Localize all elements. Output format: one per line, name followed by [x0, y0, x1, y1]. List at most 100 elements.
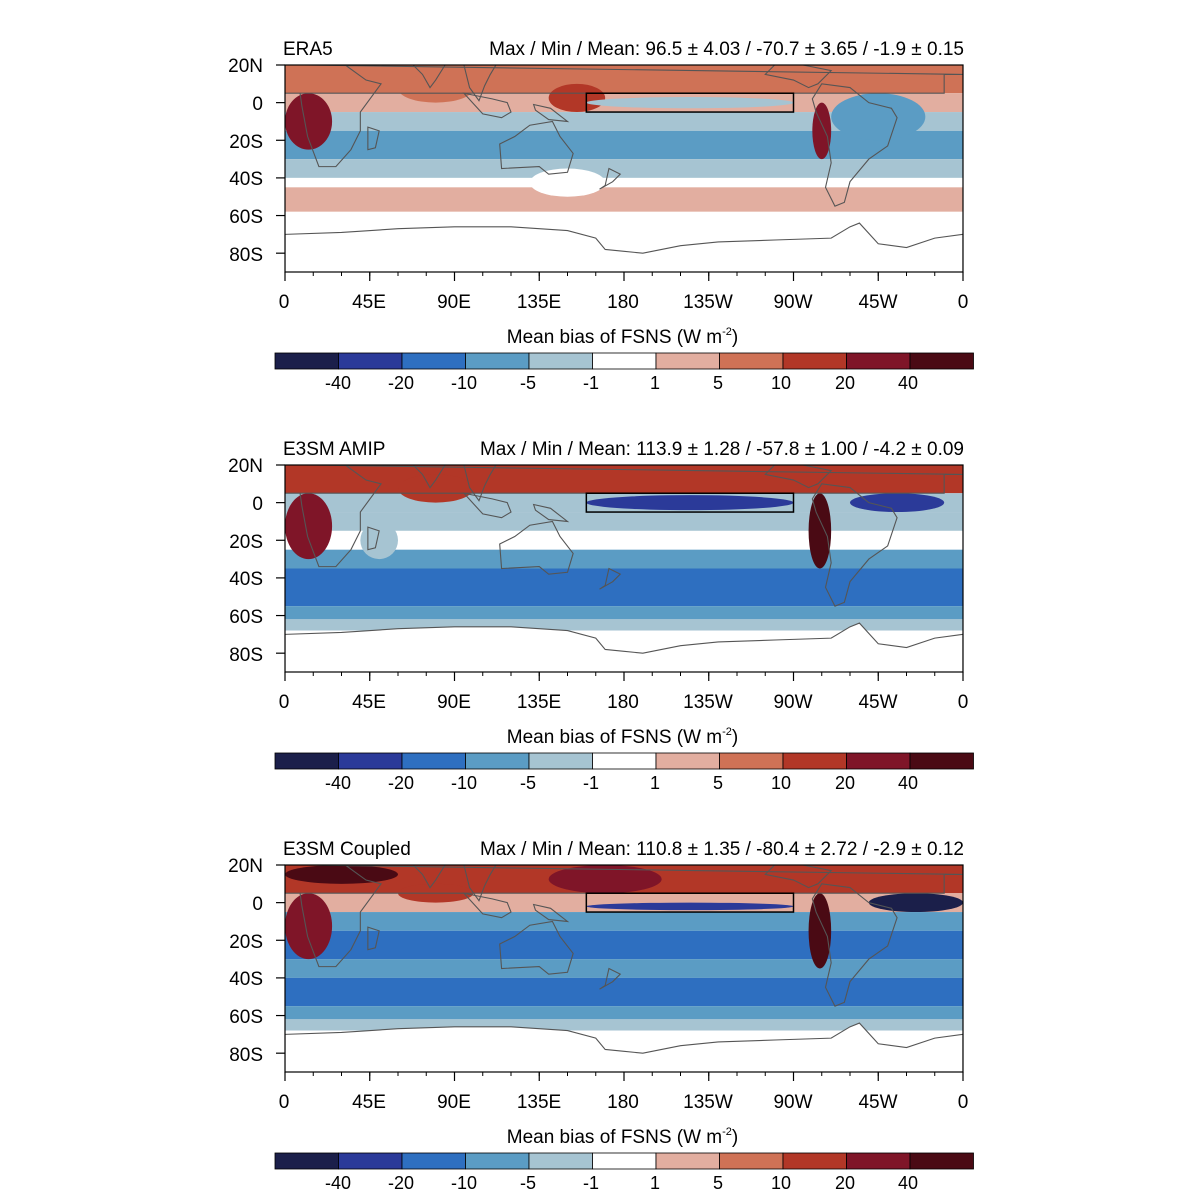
- bias-feature: [360, 521, 398, 560]
- colorbar-swatch: [909, 1152, 974, 1170]
- coastline-india: [412, 865, 446, 889]
- xtick-label: 90E: [437, 1092, 471, 1113]
- bias-band: [285, 530, 963, 550]
- bias-band: [285, 1006, 963, 1020]
- coastline-newzealand: [599, 967, 622, 990]
- bias-feature: [285, 893, 333, 960]
- bias-band: [285, 159, 963, 178]
- coastline-america_c: [764, 865, 833, 889]
- coastline-newguinea: [532, 503, 570, 523]
- xtick-label: 135W: [683, 292, 733, 313]
- xtick-label: 135W: [683, 1092, 733, 1113]
- bias-band: [285, 177, 963, 188]
- colorbar-swatch: [528, 352, 593, 370]
- coastline-antarctica: [285, 222, 963, 272]
- xtick-label: 135E: [516, 292, 562, 313]
- colorbar-label: 40: [897, 373, 919, 393]
- coastline-africa: [285, 865, 963, 968]
- colorbar-swatch: [528, 1152, 593, 1170]
- xtick-label: 0: [278, 692, 290, 713]
- colorbar-label: -1: [582, 1173, 599, 1193]
- panel-title: E3SM AMIP: [283, 439, 386, 460]
- xtick-label: 45E: [352, 1092, 386, 1113]
- colorbar-swatch: [592, 1152, 657, 1170]
- bias-feature: [586, 495, 794, 511]
- map-field: [285, 465, 963, 672]
- region-box: [585, 892, 795, 913]
- map-panel-e3sm-amip: E3SM AMIP Max / Min / Mean: 113.9 ± 1.28…: [0, 400, 1200, 800]
- colorbar-label: 1: [649, 1173, 660, 1193]
- map-svg-era5: [274, 64, 974, 370]
- xtick-label: 180: [607, 692, 639, 713]
- coastline-america_s: [811, 83, 898, 207]
- xtick-label: 45W: [858, 292, 898, 313]
- colorbar-label: 5: [712, 373, 723, 393]
- colorbar-swatch: [909, 352, 974, 370]
- bias-band: [285, 606, 963, 620]
- colorbar-swatch: [782, 752, 847, 770]
- colorbar-label: -20: [387, 1173, 414, 1193]
- coastline-america_c: [764, 65, 833, 89]
- colorbar-swatch: [274, 352, 339, 370]
- bias-band: [285, 977, 963, 1007]
- coastline-newzealand: [599, 167, 622, 190]
- coastline-seasia: [463, 865, 497, 902]
- colorbar-label: -1: [582, 773, 599, 793]
- ytick-label: 20S: [229, 132, 263, 153]
- coastline-australia: [499, 520, 574, 575]
- colorbar-label: -10: [450, 1173, 477, 1193]
- bias-feature: [850, 493, 945, 513]
- colorbar-swatch: [592, 752, 657, 770]
- antarctica-mask: [285, 223, 963, 272]
- map-field: [285, 865, 963, 1072]
- colorbar-swatch: [592, 352, 657, 370]
- xtick-label: 135E: [516, 692, 562, 713]
- coastline-india: [412, 465, 446, 489]
- colorbar-swatch: [401, 752, 466, 770]
- xtick-label: 135W: [683, 692, 733, 713]
- bias-band: [285, 568, 963, 607]
- colorbar-label: 5: [712, 773, 723, 793]
- ytick-label: 80S: [229, 245, 263, 266]
- ytick-label: 0: [252, 494, 263, 515]
- region-box: [585, 92, 795, 113]
- stats-label: Max / Min / Mean: 110.8 ± 1.35 / -80.4 ±…: [479, 839, 964, 860]
- bias-feature: [548, 865, 662, 894]
- bias-feature: [808, 493, 832, 569]
- stats-label: Max / Min / Mean: 113.9 ± 1.28 / -57.8 ±…: [479, 439, 964, 460]
- colorbar-swatch: [338, 1152, 403, 1170]
- colorbar-label: -40: [324, 1173, 351, 1193]
- bias-feature: [808, 893, 832, 969]
- map-panel-e3sm-coupled: E3SM Coupled Max / Min / Mean: 110.8 ± 1…: [0, 800, 1200, 1200]
- colorbar-swatch: [655, 752, 720, 770]
- colorbar-label: 40: [897, 773, 919, 793]
- colorbar-label: 10: [770, 373, 792, 393]
- panel-title: E3SM Coupled: [283, 839, 411, 860]
- xtick-label: 45W: [858, 692, 898, 713]
- panel-title: ERA5: [283, 39, 333, 60]
- colorbar-label: 5: [712, 1173, 723, 1193]
- coastline-seasia: [463, 465, 497, 502]
- colorbar-label: 20: [834, 773, 856, 793]
- bias-feature: [398, 74, 474, 103]
- colorbar-swatch: [528, 752, 593, 770]
- coastline-america_s: [811, 883, 898, 1007]
- bias-band: [285, 112, 963, 131]
- xtick-label: 180: [607, 292, 639, 313]
- bias-feature: [529, 168, 606, 197]
- ytick-label: 60S: [229, 1007, 263, 1028]
- colorbar-title: Mean bias of FSNS (W m-2): [506, 1126, 739, 1148]
- map-field: [285, 65, 963, 272]
- xtick-label: 135E: [516, 1092, 562, 1113]
- colorbar-label: 10: [770, 1173, 792, 1193]
- antarctica-mask: [285, 623, 963, 672]
- bias-band: [285, 959, 963, 978]
- bias-band: [285, 912, 963, 931]
- bias-band: [285, 512, 963, 531]
- colorbar-label: 40: [897, 1173, 919, 1193]
- colorbar-swatch: [465, 352, 530, 370]
- bias-band: [285, 1019, 963, 1031]
- ytick-label: 0: [252, 894, 263, 915]
- colorbar-label: -1: [582, 373, 599, 393]
- bias-band: [285, 187, 963, 212]
